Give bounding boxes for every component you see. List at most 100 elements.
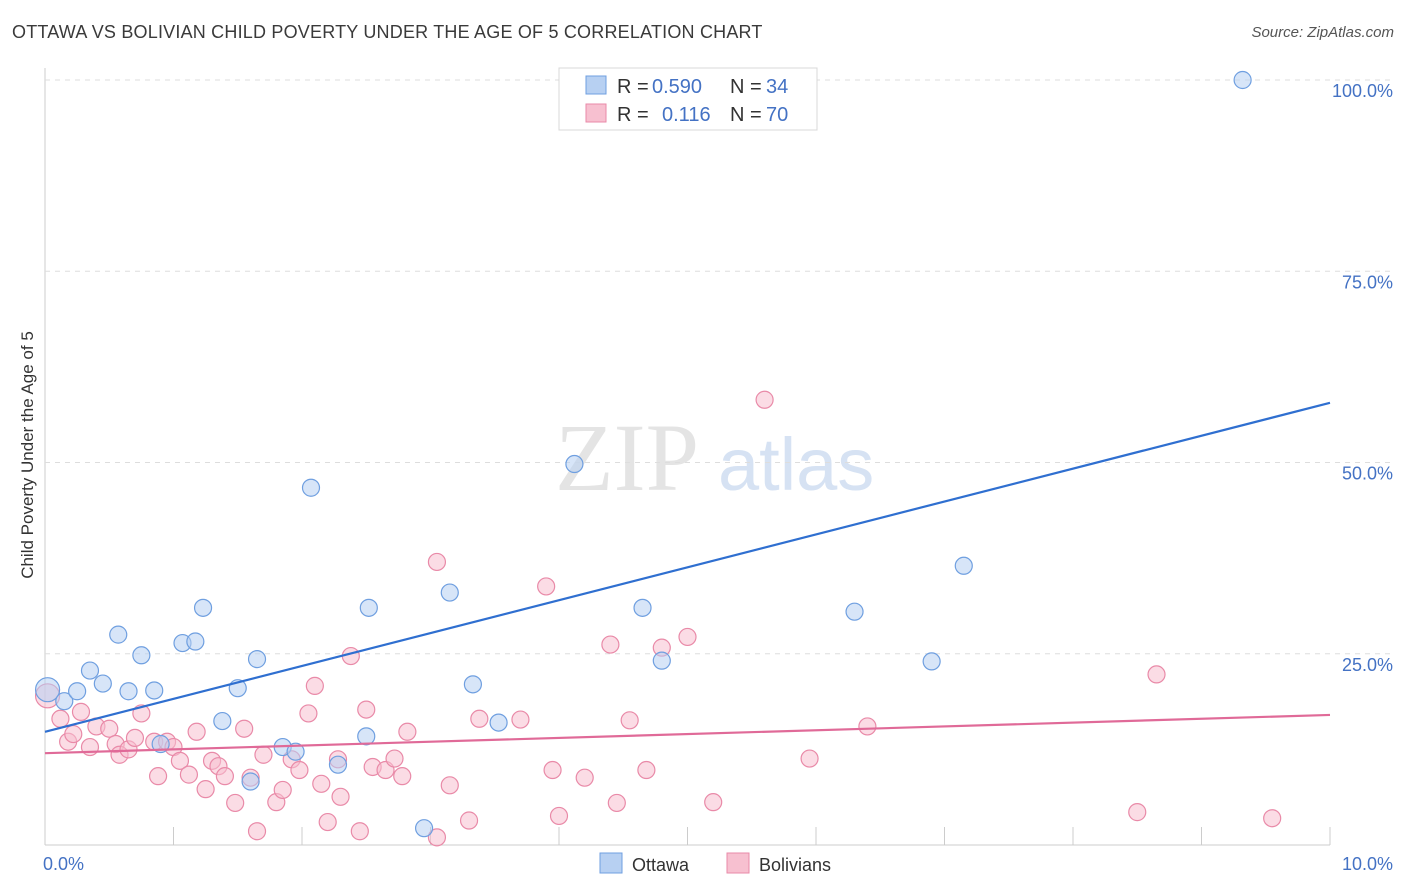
- ottawa-point: [109, 625, 128, 644]
- bolivians-point: [1128, 803, 1147, 822]
- ottawa-point: [68, 682, 87, 701]
- ottawa-points: [34, 70, 1252, 838]
- ottawa-point: [633, 598, 652, 617]
- bolivians-point: [440, 776, 459, 795]
- bolivians-point: [511, 710, 530, 729]
- bolivians-point: [800, 749, 819, 768]
- bolivians-point: [398, 722, 417, 741]
- ottawa-point: [922, 652, 941, 671]
- bottom-legend-swatch-bolivians: [726, 852, 750, 874]
- ottawa-point: [241, 772, 260, 791]
- ottawa-point: [489, 713, 508, 732]
- bolivians-point: [385, 749, 404, 768]
- y-axis-label: Child Poverty Under the Age of 5: [18, 331, 37, 579]
- y-tick-label-75: 75.0%: [1342, 272, 1393, 292]
- bolivians-point: [51, 709, 70, 728]
- gridlines: [45, 79, 1395, 655]
- ottawa-point: [151, 734, 170, 754]
- bolivians-point: [393, 767, 412, 786]
- bolivians-point: [148, 767, 168, 786]
- bolivians-point: [305, 676, 324, 695]
- source-label: Source: ZipAtlas.com: [1251, 24, 1394, 41]
- ottawa-point: [301, 478, 321, 497]
- bolivians-point: [71, 702, 91, 721]
- legend-n-value-ottawa: 34: [766, 76, 788, 98]
- bolivians-point: [170, 751, 190, 770]
- ottawa-point: [565, 454, 584, 474]
- legend-swatch-bolivians: [585, 103, 607, 123]
- ottawa-point: [93, 674, 112, 693]
- bolivians-point: [427, 552, 447, 572]
- bolivians-point: [247, 822, 267, 841]
- ottawa-point: [247, 650, 267, 669]
- bottom-legend-ottawa: Ottawa: [632, 855, 690, 875]
- bottom-legend-swatch-ottawa: [599, 852, 623, 874]
- bolivians-point: [637, 760, 656, 780]
- bolivians-point: [427, 828, 447, 847]
- x-ticks: [173, 827, 1331, 845]
- y-tick-labels: 25.0% 50.0% 75.0% 100.0%: [1332, 81, 1393, 675]
- bolivians-point: [755, 390, 774, 409]
- x-tick-max: 10.0%: [1342, 854, 1393, 874]
- bolivians-point: [331, 787, 350, 806]
- ottawa-point: [359, 598, 378, 617]
- bolivians-point: [620, 711, 639, 730]
- ottawa-point: [119, 682, 138, 701]
- legend-r-value-ottawa: 0.590: [652, 76, 702, 98]
- ottawa-point: [55, 692, 74, 711]
- bolivians-point: [357, 700, 376, 719]
- ottawa-point: [80, 661, 100, 680]
- legend-n-value-bolivians: 70: [766, 104, 788, 126]
- ottawa-point: [213, 711, 232, 731]
- bolivians-point: [704, 793, 723, 812]
- bolivians-point: [470, 709, 489, 728]
- bolivians-point: [299, 704, 318, 723]
- x-tick-min: 0.0%: [43, 854, 84, 874]
- bolivians-point: [215, 767, 234, 786]
- ottawa-point: [440, 583, 459, 602]
- bolivians-point: [537, 577, 556, 596]
- bolivians-point: [607, 793, 626, 813]
- legend-n-label-bolivians: N =: [730, 104, 762, 126]
- trend-lines: [44, 401, 1331, 755]
- legend-n-label-ottawa: N =: [730, 76, 762, 98]
- watermark: ZIP atlas: [555, 404, 874, 511]
- ottawa-point: [193, 598, 213, 617]
- legend-r-label-ottawa: R =: [617, 76, 649, 98]
- ottawa-point: [132, 646, 151, 665]
- ottawa-point: [652, 651, 671, 670]
- ottawa-point: [357, 727, 376, 746]
- bolivians-point: [318, 812, 337, 832]
- ottawa-point: [186, 632, 205, 651]
- bolivians-point: [187, 722, 206, 741]
- ottawa-point: [34, 677, 61, 703]
- bolivians-point: [1263, 809, 1282, 828]
- bolivians-point: [100, 719, 119, 738]
- bolivians-point: [273, 780, 292, 800]
- bolivians-point: [549, 806, 569, 826]
- bolivians-point: [179, 765, 199, 784]
- bolivians-point: [254, 745, 273, 764]
- bolivians-point: [575, 768, 594, 787]
- bolivians-point: [459, 811, 479, 830]
- watermark-atlas: atlas: [718, 423, 874, 506]
- ottawa-point: [145, 681, 164, 700]
- bolivians-point: [350, 822, 369, 841]
- bolivians-point: [235, 719, 254, 738]
- ottawa-point: [414, 819, 434, 838]
- bolivians-point: [678, 627, 697, 647]
- bolivians-point: [858, 717, 877, 736]
- legend-r-value-bolivians: 0.116: [662, 104, 711, 126]
- bolivians-point: [226, 793, 245, 813]
- bolivians-point: [125, 728, 145, 748]
- correlation-legend: R = 0.590 N = 34 R = 0.116 N = 70: [558, 67, 818, 131]
- ottawa-point: [954, 556, 973, 575]
- bottom-legend-bolivians: Bolivians: [759, 855, 831, 875]
- bolivians-point: [64, 724, 83, 744]
- ottawa-trend-line: [44, 401, 1331, 733]
- y-tick-label-100: 100.0%: [1332, 81, 1393, 101]
- legend-swatch-ottawa: [585, 75, 607, 95]
- bolivians-trend-line: [44, 713, 1331, 755]
- bolivians-point: [1147, 665, 1166, 684]
